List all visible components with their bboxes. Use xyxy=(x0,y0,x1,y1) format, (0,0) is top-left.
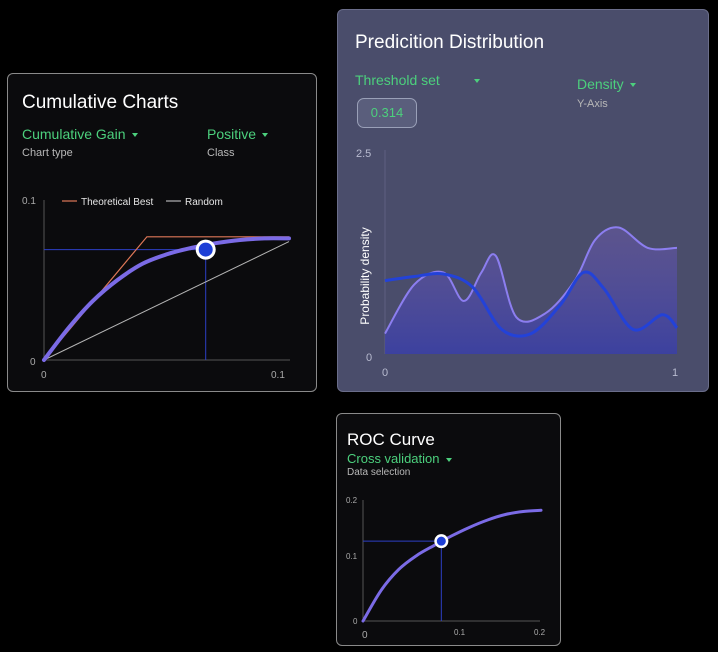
prediction-distribution-card: Predicition Distribution Threshold set 0… xyxy=(337,9,709,392)
x-tick-label: 0.2 xyxy=(534,628,546,637)
y-tick-label: 0.1 xyxy=(346,552,358,561)
data-selection-label: Data selection xyxy=(347,467,411,478)
distribution-curve-purple xyxy=(384,226,678,335)
y-tick-label: 0 xyxy=(353,617,358,626)
y-tick-label: 2.5 xyxy=(356,148,371,160)
cumulative-plot-area xyxy=(42,236,291,362)
legend-theoretical: Theoretical Best xyxy=(81,197,153,208)
x-tick-label: 1 xyxy=(672,367,678,379)
y-tick-label: 0.2 xyxy=(346,496,358,505)
class-dropdown[interactable]: Positive xyxy=(207,126,269,142)
distribution-area-fill xyxy=(385,227,677,354)
prediction-title: Predicition Distribution xyxy=(355,32,545,53)
x-tick-label: 0 xyxy=(382,367,388,379)
chevron-down-icon xyxy=(262,133,269,138)
x-tick-label: 0.1 xyxy=(454,628,466,637)
threshold-value-input[interactable]: 0.314 xyxy=(357,98,417,128)
cumulative-gain-curve xyxy=(42,236,291,362)
distribution-curve-blue xyxy=(384,270,679,338)
marker-point xyxy=(198,242,213,257)
density-label: Y-Axis xyxy=(577,98,608,110)
prediction-plot-area xyxy=(384,226,679,354)
y-tick-label: 0.1 xyxy=(22,196,36,207)
roc-plot-area xyxy=(361,508,543,623)
roc-chart: 0.2 0.1 0 0 0.1 0.2 xyxy=(346,496,546,641)
class-label: Class xyxy=(207,147,235,159)
x-tick-label: 0 xyxy=(41,370,47,381)
chevron-down-icon xyxy=(445,457,452,462)
roc-title: ROC Curve xyxy=(347,430,435,449)
density-dropdown[interactable]: Density xyxy=(577,76,636,92)
class-value: Positive xyxy=(207,126,257,142)
cumulative-chart: Theoretical Best Random 0.1 0 0 0.1 xyxy=(22,196,291,381)
threshold-label: Threshold set xyxy=(355,72,440,88)
density-value: Density xyxy=(577,76,624,92)
data-selection-dropdown[interactable]: Cross validation xyxy=(347,451,452,466)
y-axis-title: Probability density xyxy=(358,227,372,324)
cumulative-charts-card: Cumulative Charts Cumulative Gain Chart … xyxy=(7,73,317,392)
chart-type-dropdown[interactable]: Cumulative Gain xyxy=(22,126,138,142)
roc-marker-point xyxy=(436,536,446,546)
chevron-down-icon xyxy=(131,133,138,138)
chart-type-label: Chart type xyxy=(22,147,73,159)
roc-curve-line xyxy=(361,508,543,623)
prediction-chart: 2.5 0 0 1 Probability density xyxy=(356,148,679,379)
chevron-down-icon xyxy=(473,79,480,84)
x-tick-label: 0.1 xyxy=(271,370,285,381)
y-tick-label: 0 xyxy=(366,352,372,364)
roc-curve-card: ROC Curve Cross validation Data selectio… xyxy=(336,413,561,646)
y-tick-label: 0 xyxy=(30,357,36,368)
chevron-down-icon xyxy=(629,83,636,88)
cumulative-title: Cumulative Charts xyxy=(22,92,179,113)
chart-type-value: Cumulative Gain xyxy=(22,126,126,142)
threshold-dropdown[interactable]: Threshold set xyxy=(355,72,480,88)
legend-random: Random xyxy=(185,197,223,208)
data-selection-value: Cross validation xyxy=(347,451,440,466)
random-line xyxy=(43,241,290,361)
x-tick-label: 0 xyxy=(362,630,368,641)
